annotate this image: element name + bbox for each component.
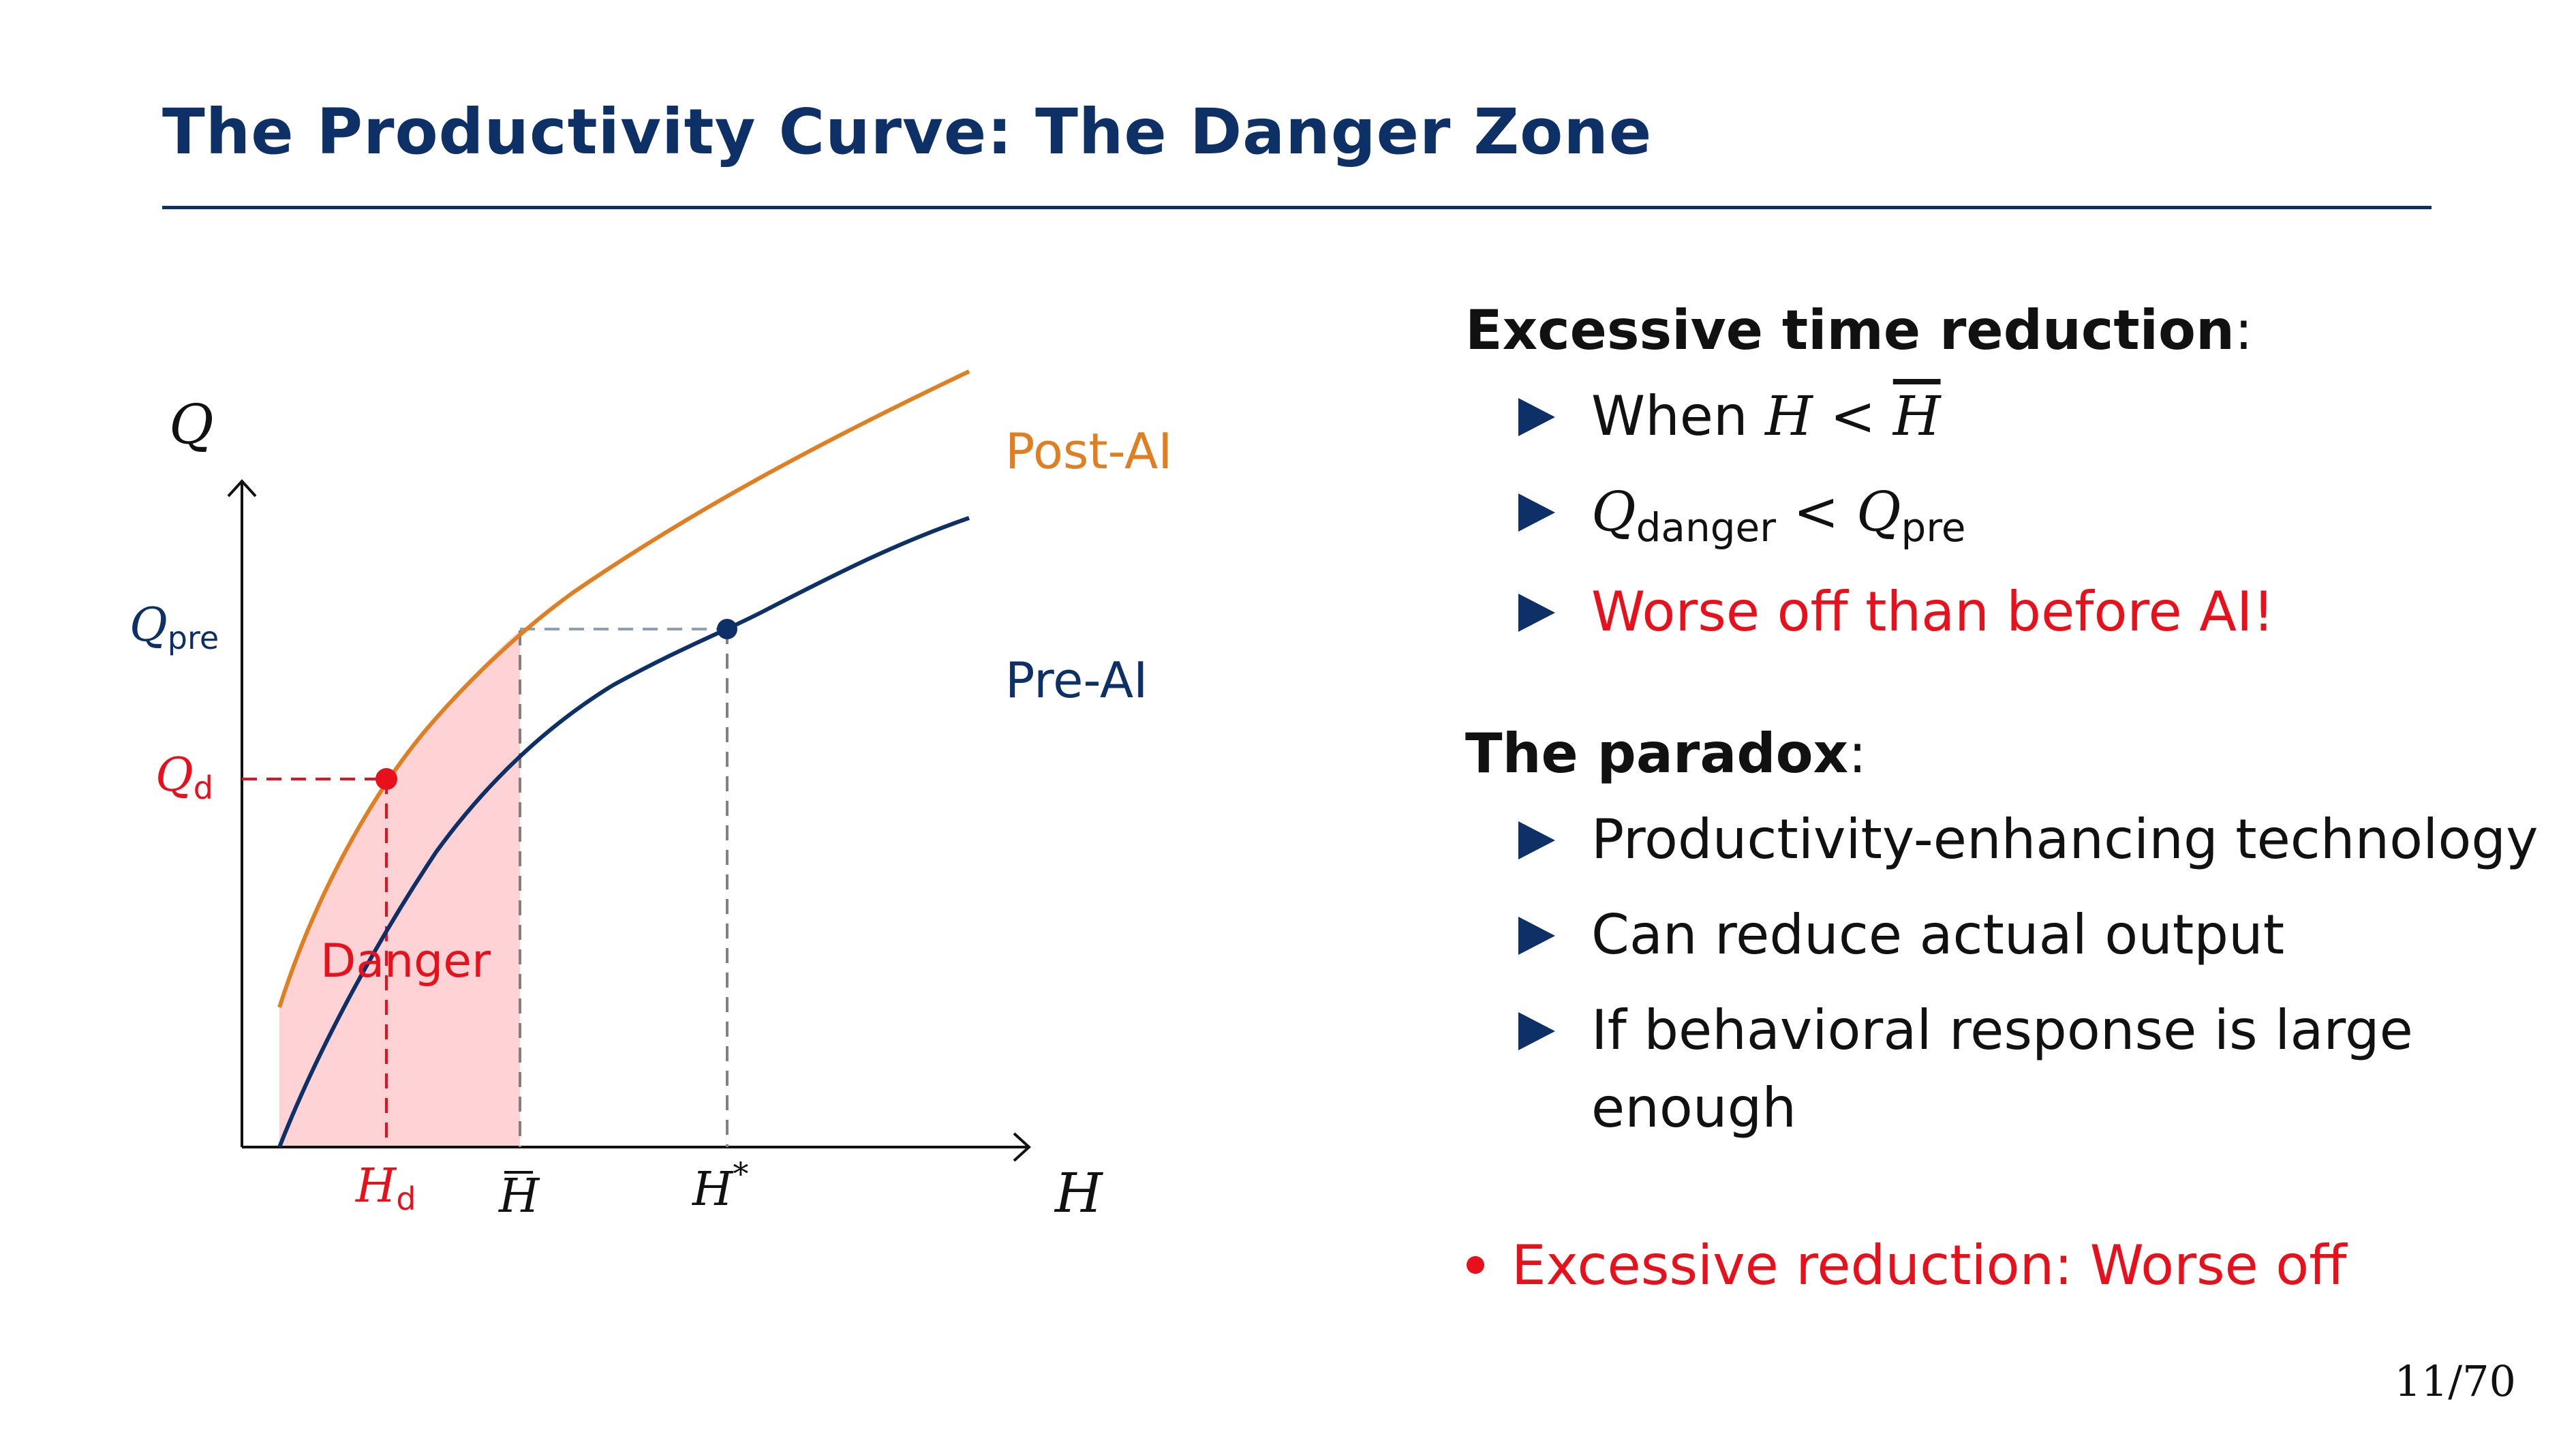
triangle-bullet-icon [1518, 917, 1555, 955]
excessive-bullet-list: When H < H Qdanger < Qpre Worse off than… [1465, 378, 2569, 651]
bullet-worse-off: Worse off than before AI! [1465, 573, 2569, 651]
triangle-bullet-icon [1518, 398, 1555, 436]
triangle-bullet-icon [1518, 1012, 1555, 1050]
x-axis-label: H [1054, 1161, 1104, 1225]
optimum-point [717, 619, 737, 639]
y-axis-arrow [227, 479, 257, 498]
pre-ai-label: Pre-AI [1005, 652, 1148, 709]
bullet-reduce-output: Can reduce actual output [1465, 896, 2569, 974]
triangle-bullet-icon [1518, 821, 1555, 859]
paradox-bullet-list: Productivity-enhancing technology Can re… [1465, 801, 2569, 1147]
explanation-column: Excessive time reduction: When H < H Qda… [1465, 293, 2569, 1165]
danger-zone [279, 630, 520, 1147]
productivity-diagram: Q H Post-AI Pre-AI Danger Qpre Qd Hd H H… [129, 369, 1173, 1225]
bullet-behavioral-response: If behavioral response is large enough [1465, 992, 2569, 1147]
danger-label: Danger [320, 934, 491, 988]
y-axis-label: Q [169, 393, 214, 456]
triangle-bullet-icon [1518, 493, 1555, 532]
q-pre-tick-label: Qpre [129, 598, 219, 656]
final-point: Excessive reduction: Worse off [1467, 1234, 2346, 1297]
title-rule [162, 206, 2432, 209]
slide-title: The Productivity Curve: The Danger Zone [162, 95, 1653, 168]
danger-point [375, 768, 397, 790]
triangle-bullet-icon [1518, 594, 1555, 632]
x-axis-arrow [1013, 1132, 1031, 1162]
h-star-tick-label: H* [691, 1155, 748, 1217]
page-number: 11/70 [2394, 1356, 2516, 1406]
h-d-tick-label: Hd [354, 1159, 416, 1217]
section-heading-excessive: Excessive time reduction: [1465, 299, 2253, 362]
bullet-when-h: When H < H [1465, 378, 2569, 455]
pre-ai-curve [277, 516, 970, 1148]
section-heading-paradox: The paradox: [1465, 722, 1867, 785]
bullet-q-danger: Qdanger < Qpre [1465, 473, 2569, 555]
post-ai-label: Post-AI [1005, 423, 1173, 480]
post-ai-curve [277, 369, 970, 1008]
bullet-productivity-tech: Productivity-enhancing technology [1465, 801, 2569, 879]
h-bar-tick-label: H [497, 1170, 540, 1223]
round-bullet-icon [1467, 1256, 1484, 1275]
q-d-tick-label: Qd [155, 748, 213, 806]
